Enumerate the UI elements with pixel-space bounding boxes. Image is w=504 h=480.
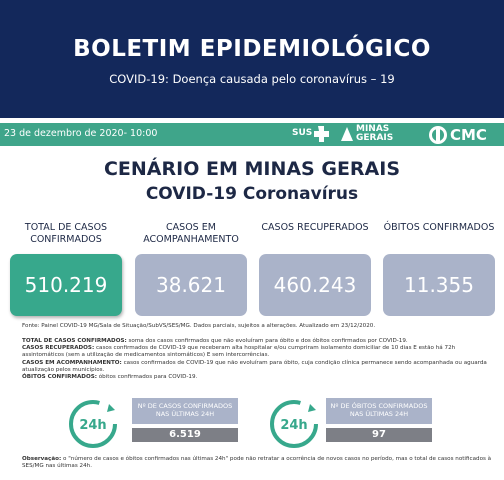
clock-label: 24h: [79, 418, 106, 433]
mg-icon: [341, 127, 353, 141]
definition: CASOS EM ACOMPANHAMENTO: casos confirmad…: [22, 360, 492, 374]
definition-text: casos confirmados de COVID-19 que não ev…: [22, 359, 487, 373]
definition-text: soma dos casos confirmados que não evolu…: [128, 338, 408, 344]
note: Observação: o "número de casos e óbitos …: [22, 456, 492, 470]
clock-icon: 24h: [69, 400, 117, 448]
note-term: Observação:: [22, 456, 62, 462]
definition-text: casos confirmados de COVID-19 que recebe…: [22, 345, 456, 359]
card-label: CASOS EM ACOMPANHAMENTO: [143, 222, 239, 245]
definition-term: CASOS RECUPERADOS:: [22, 345, 95, 352]
card-value: 38.621: [135, 254, 247, 316]
note-text: o "número de casos e óbitos confirmados …: [22, 456, 492, 470]
definition: CASOS RECUPERADOS: casos confirmados de …: [22, 345, 492, 359]
panel-value: 6.519: [132, 428, 238, 442]
title: BOLETIM EPIDEMIOLÓGICO: [73, 36, 431, 62]
panel-label: Nº DE CASOS CONFIRMADOS NAS ÚLTIMAS 24H: [132, 398, 238, 424]
clock-icon: 24h: [270, 400, 318, 448]
card-value: 460.243: [259, 254, 371, 316]
date: 23 de dezembro de 2020- 10:00: [4, 128, 158, 139]
definition: TOTAL DE CASOS CONFIRMADOS: soma dos cas…: [22, 338, 492, 345]
card-value: 11.355: [383, 254, 495, 316]
definition-text: óbitos confirmados para COVID-19.: [98, 374, 198, 381]
card-value: 510.219: [10, 254, 122, 316]
definitions: TOTAL DE CASOS CONFIRMADOS: soma dos cas…: [22, 338, 492, 381]
definition-term: TOTAL DE CASOS CONFIRMADOS:: [22, 338, 127, 344]
clock-label: 24h: [280, 418, 307, 433]
panel-value: 97: [326, 428, 432, 442]
cmc-logo: CMC: [450, 126, 487, 144]
card-label: CASOS RECUPERADOS: [261, 222, 369, 233]
date-bar: [0, 123, 504, 146]
clock-arrow: [308, 404, 316, 412]
definition: ÓBITOS CONFIRMADOS: óbitos confirmados p…: [22, 374, 492, 381]
clock-arrow: [107, 404, 115, 412]
source: Fonte: Painel COVID-19 MG/Sala de Situaç…: [22, 323, 376, 329]
scenario-title: CENÁRIO EM MINAS GERAIS: [103, 158, 401, 180]
mg-logo: MINAS GERAIS: [356, 124, 394, 143]
cmc-icon: [429, 126, 447, 144]
panel-label: Nº DE ÓBITOS CONFIRMADOS NAS ÚLTIMAS 24H: [326, 398, 432, 424]
header-band: [0, 0, 504, 118]
definition-term: ÓBITOS CONFIRMADOS:: [22, 374, 97, 381]
subtitle: COVID-19: Doença causada pelo coronavíru…: [109, 72, 395, 86]
sus-cross: [314, 126, 329, 142]
card-label: TOTAL DE CASOS CONFIRMADOS: [24, 222, 108, 245]
sus-logo: SUS: [292, 128, 313, 138]
card-label: ÓBITOS CONFIRMADOS: [383, 222, 495, 233]
definition-term: CASOS EM ACOMPANHAMENTO:: [22, 359, 122, 366]
clock-ring: [69, 400, 117, 448]
scenario-subtitle: COVID-19 Coronavírus: [145, 184, 359, 204]
clock-ring: [270, 400, 318, 448]
